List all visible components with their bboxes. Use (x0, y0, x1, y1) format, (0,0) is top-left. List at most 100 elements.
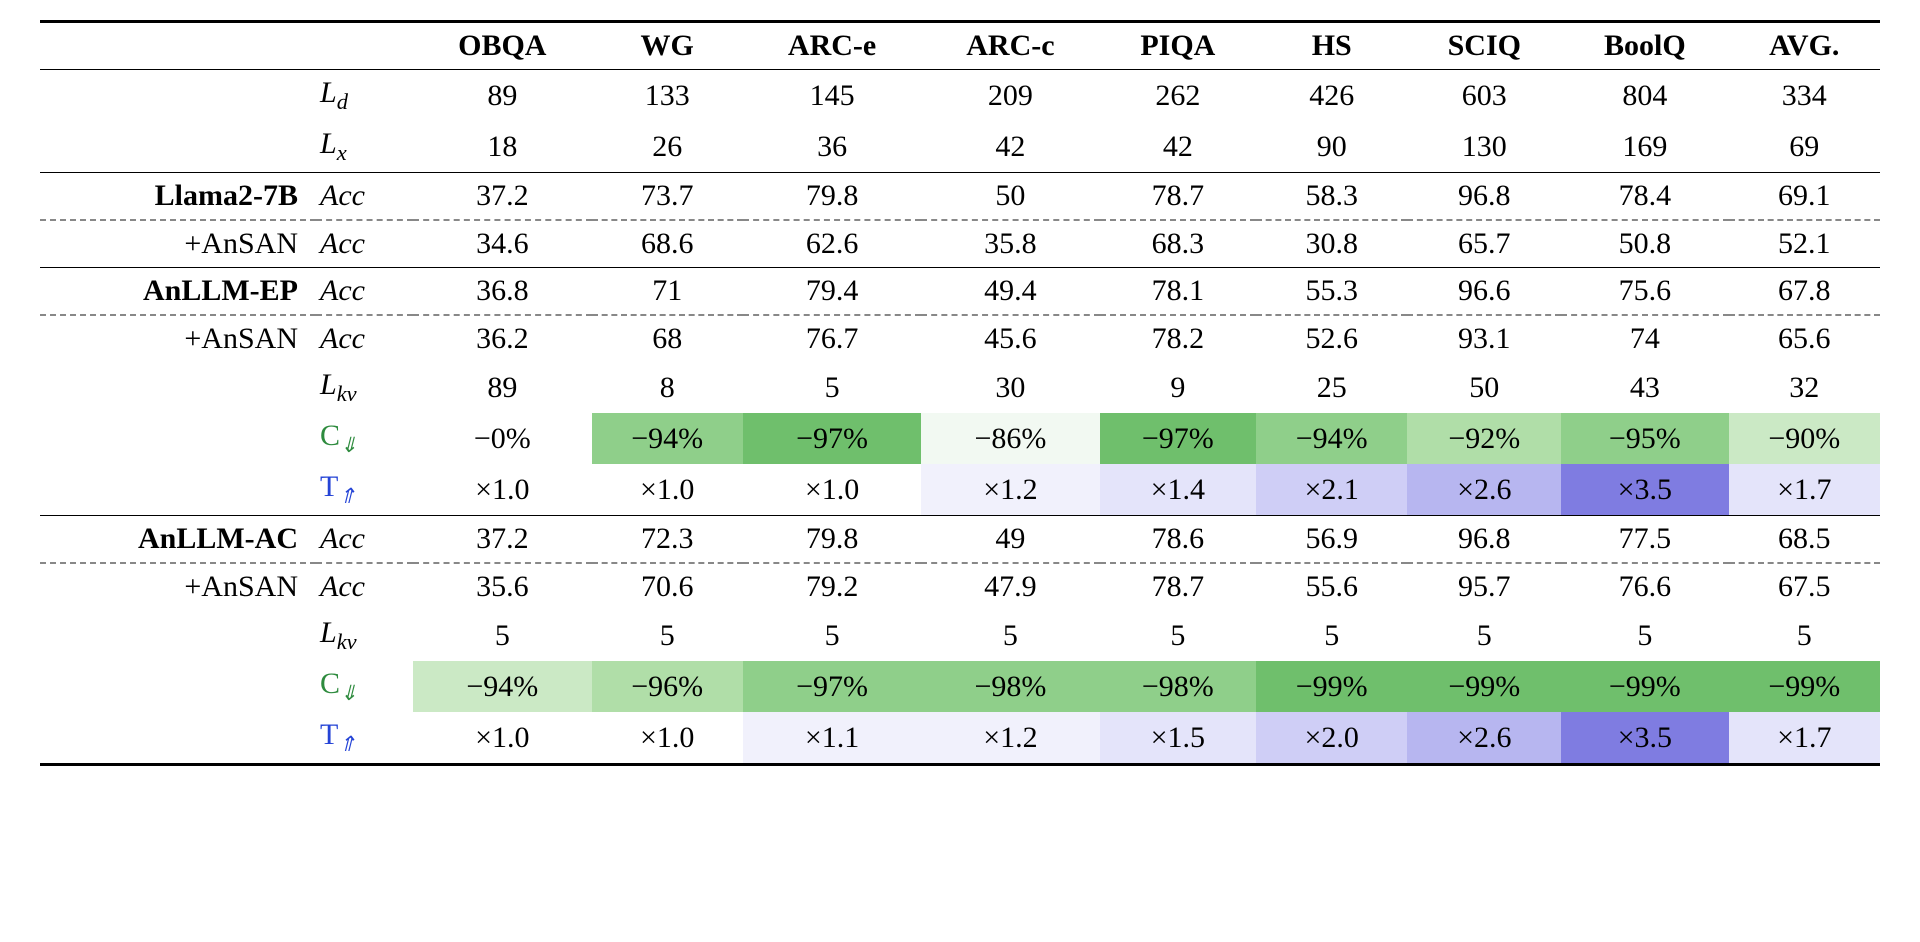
table-cell: ×1.7 (1729, 712, 1880, 765)
table-cell: ×2.6 (1407, 464, 1561, 516)
table-cell: ×1.1 (743, 712, 921, 765)
table-cell: −95% (1561, 413, 1728, 464)
table-cell: −99% (1256, 661, 1407, 712)
table-cell: ×3.5 (1561, 464, 1728, 516)
table-cell: 9 (1100, 362, 1256, 413)
table-cell: 334 (1729, 70, 1880, 122)
metric-label: Acc (316, 268, 413, 316)
row-label (40, 464, 316, 516)
table-cell: 45.6 (921, 315, 1099, 362)
table-cell: −90% (1729, 413, 1880, 464)
table-cell: ×1.4 (1100, 464, 1256, 516)
table-cell: 93.1 (1407, 315, 1561, 362)
table-cell: 75.6 (1561, 268, 1728, 316)
table-row: +AnSANAcc36.26876.745.678.252.693.17465.… (40, 315, 1880, 362)
table-cell: 25 (1256, 362, 1407, 413)
table-cell: 70.6 (592, 563, 743, 610)
table-cell: 95.7 (1407, 563, 1561, 610)
table-cell: 78.1 (1100, 268, 1256, 316)
table-cell: 130 (1407, 121, 1561, 173)
table-row: AnLLM-EPAcc36.87179.449.478.155.396.675.… (40, 268, 1880, 316)
table-cell: 32 (1729, 362, 1880, 413)
table-cell: 55.6 (1256, 563, 1407, 610)
table-cell: 69 (1729, 121, 1880, 173)
row-label (40, 70, 316, 122)
table-cell: 65.6 (1729, 315, 1880, 362)
metric-label: Lx (316, 121, 413, 173)
col-header: WG (592, 22, 743, 70)
table-cell: 89 (413, 362, 591, 413)
table-cell: −97% (743, 661, 921, 712)
table-cell: 96.6 (1407, 268, 1561, 316)
table-cell: −97% (1100, 413, 1256, 464)
table-cell: 96.8 (1407, 173, 1561, 221)
table-row: C⇓−0%−94%−97%−86%−97%−94%−92%−95%−90% (40, 413, 1880, 464)
table-cell: ×1.0 (592, 712, 743, 765)
row-label (40, 413, 316, 464)
row-label (40, 610, 316, 661)
table-cell: 5 (1256, 610, 1407, 661)
table-cell: ×2.6 (1407, 712, 1561, 765)
table-cell: 52.1 (1729, 220, 1880, 268)
table-cell: 42 (1100, 121, 1256, 173)
row-label: AnLLM-AC (40, 516, 316, 564)
table-cell: 78.7 (1100, 173, 1256, 221)
table-cell: 8 (592, 362, 743, 413)
table-cell: −94% (413, 661, 591, 712)
col-header: PIQA (1100, 22, 1256, 70)
table-cell: −99% (1561, 661, 1728, 712)
table-cell: 5 (743, 610, 921, 661)
table-cell: 96.8 (1407, 516, 1561, 564)
table-cell: 49 (921, 516, 1099, 564)
row-label (40, 661, 316, 712)
table-cell: 55.3 (1256, 268, 1407, 316)
table-cell: 68 (592, 315, 743, 362)
table-cell: 5 (921, 610, 1099, 661)
table-row: AnLLM-ACAcc37.272.379.84978.656.996.877.… (40, 516, 1880, 564)
table-cell: 169 (1561, 121, 1728, 173)
table-cell: 68.6 (592, 220, 743, 268)
table-cell: 79.8 (743, 173, 921, 221)
table-cell: 56.9 (1256, 516, 1407, 564)
table-cell: −94% (1256, 413, 1407, 464)
table-cell: 5 (1100, 610, 1256, 661)
table-cell: 62.6 (743, 220, 921, 268)
table-cell: −98% (921, 661, 1099, 712)
table-cell: 67.5 (1729, 563, 1880, 610)
table-cell: 74 (1561, 315, 1728, 362)
table-cell: −86% (921, 413, 1099, 464)
table-cell: 36 (743, 121, 921, 173)
metric-label: Lkv (316, 610, 413, 661)
col-header: OBQA (413, 22, 591, 70)
table-cell: 78.4 (1561, 173, 1728, 221)
table-cell: 262 (1100, 70, 1256, 122)
table-cell: −99% (1407, 661, 1561, 712)
table-cell: 58.3 (1256, 173, 1407, 221)
table-row: +AnSANAcc35.670.679.247.978.755.695.776.… (40, 563, 1880, 610)
table-cell: 209 (921, 70, 1099, 122)
metric-label: Acc (316, 220, 413, 268)
table-cell: −99% (1729, 661, 1880, 712)
table-cell: 36.2 (413, 315, 591, 362)
table-cell: 76.7 (743, 315, 921, 362)
table-cell: 77.5 (1561, 516, 1728, 564)
col-header: ARC-e (743, 22, 921, 70)
table-cell: ×1.0 (743, 464, 921, 516)
table-cell: 145 (743, 70, 921, 122)
table-cell: 30 (921, 362, 1099, 413)
table-cell: 50 (921, 173, 1099, 221)
table-cell: 78.7 (1100, 563, 1256, 610)
table-cell: 50 (1407, 362, 1561, 413)
table-cell: 90 (1256, 121, 1407, 173)
table-cell: 5 (1407, 610, 1561, 661)
metric-label: Acc (316, 563, 413, 610)
table-cell: ×3.5 (1561, 712, 1728, 765)
table-cell: 79.8 (743, 516, 921, 564)
row-label (40, 712, 316, 765)
table-cell: 78.6 (1100, 516, 1256, 564)
col-header: HS (1256, 22, 1407, 70)
table-cell: 78.2 (1100, 315, 1256, 362)
table-cell: −97% (743, 413, 921, 464)
table-cell: 804 (1561, 70, 1728, 122)
col-header: ARC-c (921, 22, 1099, 70)
